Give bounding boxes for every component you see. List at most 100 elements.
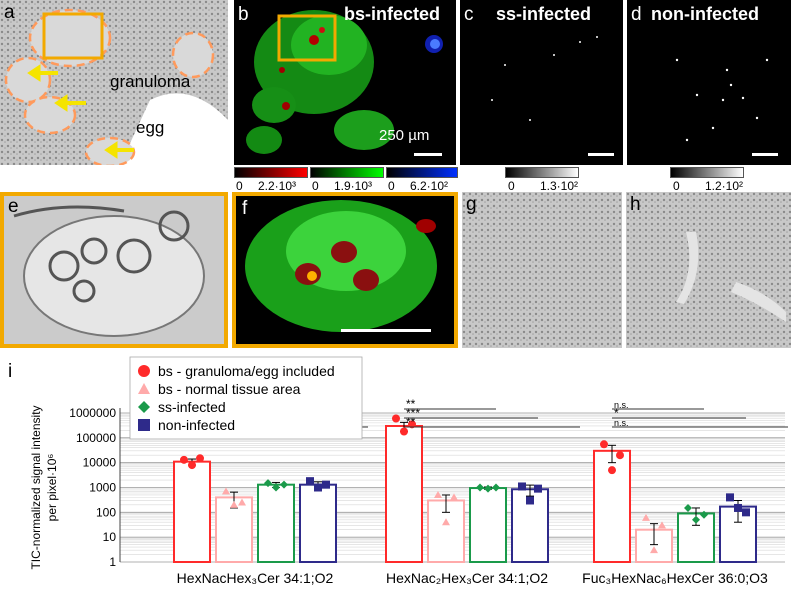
x-tick-label: HexNac₂Hex₃Cer 34:1;O2 [386,570,548,586]
bar [469,487,507,563]
panel-a-image: a granuloma egg [0,0,228,165]
data-point [726,493,734,502]
red-colorbar-max: 2.2·10³ [258,179,297,193]
zoom-msi-overlay [245,200,437,332]
panel-d-label: d [631,4,642,25]
data-point [692,515,700,524]
data-point [658,521,666,529]
data-point [222,487,230,495]
panel-c-label: c [464,4,474,25]
legend-entry: ss-infected [158,399,226,415]
significance-label: ** [406,397,416,411]
bar [385,424,423,564]
red-colorbar-min: 0 [236,179,243,193]
y-tick-label: 1 [109,555,116,569]
data-point [180,455,188,464]
data-point [484,484,492,493]
legend-box [129,356,363,440]
panel-b-label: b [238,4,249,25]
y-axis-label-line1: TIC-normalized signal intensity [29,405,43,569]
data-point [272,483,280,492]
data-point [400,427,408,436]
data-point [280,480,288,489]
data-point [734,503,742,512]
green-colorbar-min: 0 [312,179,319,193]
panel-h-image: h [626,192,791,348]
data-point [434,490,442,498]
y-tick-label: 1000 [89,481,116,495]
msi-overlay [246,10,443,154]
panel-g-label: g [466,194,477,215]
panel-d-scalebar [752,153,778,156]
data-point [608,466,616,475]
data-point [600,440,608,449]
data-point [230,500,238,508]
panel-e-image: e [0,192,228,348]
panel-c-title: ss-infected [496,4,592,24]
bar [257,483,295,563]
panel-a-label: a [4,2,15,23]
panel-c-image: c ss-infected [460,0,623,165]
data-point [322,480,330,489]
green-colorbar [310,167,384,178]
panel-b-title: bs-infected [344,4,441,24]
colorbar-c-min: 0 [508,179,515,193]
panel-i-label: i [8,361,12,382]
y-axis-label-line2: per pixel·10⁶ [45,454,59,522]
panel-d-title: non-infected [651,4,759,24]
data-point [188,461,196,470]
data-point [196,454,204,463]
panel-d-image: d non-infected [627,0,791,165]
zoom-tissue-microscopy [4,196,224,344]
egg-label: egg [136,118,165,137]
data-point [526,496,534,505]
significance-label: n.s. [614,400,629,410]
data-point [742,508,750,517]
significance-label: *** [406,406,420,420]
x-tick-label: HexNacHex₃Cer 34:1;O2 [177,570,334,586]
data-point [642,513,650,521]
msi-non-infected [675,58,769,142]
data-point [492,483,500,492]
data-point [238,498,246,506]
blue-colorbar-min: 0 [388,179,395,193]
legend-entry: non-infected [158,417,235,433]
granuloma-label: granuloma [110,72,191,91]
data-point [700,510,708,519]
data-point [476,483,484,492]
colorbar-c-max: 1.3·10² [540,179,579,193]
colorbar-d-max: 1.2·10² [705,179,744,193]
data-point [534,484,542,493]
panel-h-label: h [630,194,641,215]
gray-colorbar-c [505,167,579,178]
data-point [314,483,322,492]
y-tick-label: 10000 [83,456,117,470]
red-colorbar [234,167,308,178]
bar [299,483,337,563]
bar-chart: i TIC-normalized signal intensity per pixe… [8,356,788,586]
data-point [408,420,416,429]
y-tick-label: 100000 [76,431,116,445]
panel-f-label: f [242,198,248,219]
significance-label: * [614,406,619,420]
msi-ss-infected [491,36,598,121]
panel-b-image: b bs-infected 250 µm [234,0,456,165]
data-point [442,518,450,526]
legend-entry: bs - granuloma/egg included [158,363,335,379]
data-point [650,546,658,554]
panel-e-label: e [8,196,19,217]
data-point [392,414,400,423]
legend-marker [138,383,150,394]
panel-g-image: g [462,192,622,348]
tissue-ss-infected [462,192,622,348]
green-colorbar-max: 1.9·10³ [334,179,373,193]
blue-colorbar-max: 6.2·10² [410,179,449,193]
panel-b-scale-text: 250 µm [379,127,430,144]
tissue-non-infected [626,192,791,348]
data-point [684,503,692,512]
data-point [518,482,526,491]
bar [173,460,211,563]
panel-c-scalebar [588,153,614,156]
significance-label: n.s. [614,418,629,428]
legend-marker [138,365,150,377]
